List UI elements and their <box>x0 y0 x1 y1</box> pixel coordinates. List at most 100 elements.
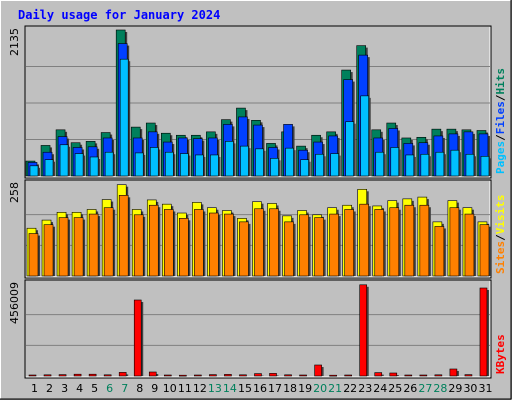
bar-pages-day-20 <box>315 153 326 177</box>
day-label: 18 <box>283 382 297 395</box>
bar-sites-day-29 <box>449 207 461 277</box>
bar-kbytes-day-23 <box>359 284 369 377</box>
bar-sites-day-12 <box>194 209 206 277</box>
bar-sites-day-20 <box>314 217 326 277</box>
bar-sites-day-15 <box>239 221 251 277</box>
bar-pages-day-3 <box>59 144 71 177</box>
day-label: 28 <box>433 382 447 395</box>
legend-item: KBytes <box>494 334 507 374</box>
bar-pages-day-11 <box>180 153 191 177</box>
bar-kbytes-day-14 <box>224 374 232 377</box>
bar-sites-day-2 <box>43 224 56 277</box>
day-label: 9 <box>151 382 158 395</box>
bar-pages-day-22 <box>345 121 356 177</box>
bar-sites-day-21 <box>329 213 341 277</box>
bar-pages-day-24 <box>375 151 386 177</box>
bar-sites-day-9 <box>148 204 161 277</box>
bar-pages-day-14 <box>225 141 236 177</box>
bar-kbytes-day-8 <box>133 299 144 377</box>
bar-sites-day-27 <box>419 204 431 277</box>
x-axis-day-labels: 1 2 3 4 5 6 7 8 9 10 11 12 13 14 15 16 17 18 19 20 21 22 23 24 2… <box>31 382 492 395</box>
bar-pages-day-4 <box>74 153 86 177</box>
bar-kbytes-day-22 <box>344 374 352 377</box>
bar-kbytes-day-20 <box>314 364 324 377</box>
bar-pages-day-8 <box>134 152 146 177</box>
bar-sites-day-13 <box>209 212 221 277</box>
bar-kbytes-day-11 <box>179 374 187 377</box>
bar-sites-day-26 <box>404 204 416 277</box>
legend-item: / <box>494 234 507 241</box>
bar-pages-day-26 <box>405 154 416 177</box>
panel-visits-sites: 258 Sites/Visits <box>8 179 507 279</box>
bar-kbytes-day-24 <box>374 372 384 377</box>
day-label: 26 <box>403 382 417 395</box>
day-label: 21 <box>328 382 342 395</box>
bar-sites-day-7 <box>118 195 131 277</box>
legend-item: Visits <box>494 195 507 235</box>
bar-pages-day-17 <box>270 158 281 177</box>
bar-kbytes-day-27 <box>419 374 428 377</box>
bar-kbytes-day-7 <box>118 372 129 377</box>
day-label: 19 <box>298 382 312 395</box>
bar-kbytes-day-25 <box>389 372 399 377</box>
bar-pages-day-10 <box>164 151 176 177</box>
day-label: 31 <box>478 382 492 395</box>
bar-sites-day-22 <box>344 209 356 277</box>
bar-kbytes-day-15 <box>239 374 247 377</box>
legend-item: / <box>494 134 507 141</box>
bar-sites-day-24 <box>374 209 386 277</box>
bar-kbytes-day-4 <box>73 373 82 377</box>
legend-item: Files <box>494 101 507 134</box>
bar-pages-day-18 <box>285 147 296 177</box>
bar-sites-day-11 <box>179 218 191 277</box>
bar-sites-day-31 <box>479 224 491 277</box>
chart-panels: 2135Pages/Files/Hits258Sites/Visits45600… <box>8 25 507 379</box>
bar-sites-day-14 <box>224 213 236 277</box>
bar-kbytes-day-30 <box>464 374 473 377</box>
bar-kbytes-day-31 <box>479 287 489 377</box>
bar-sites-day-28 <box>434 226 446 277</box>
bar-sites-day-4 <box>73 217 86 277</box>
bar-pages-day-19 <box>300 159 311 177</box>
bar-kbytes-day-19 <box>299 374 307 377</box>
day-label: 7 <box>121 382 128 395</box>
bar-sites-day-17 <box>269 208 281 277</box>
bar-pages-day-29 <box>450 149 461 177</box>
panel-plot-area <box>24 279 492 379</box>
day-label: 11 <box>178 382 192 395</box>
bar-pages-day-30 <box>465 153 476 177</box>
bar-kbytes-day-5 <box>88 373 97 377</box>
day-label: 17 <box>268 382 282 395</box>
bar-pages-day-5 <box>89 156 101 177</box>
panel-kbytes: 456009 KBytes <box>8 279 507 379</box>
legend-item: Pages <box>494 141 507 174</box>
bar-sites-day-25 <box>389 207 401 277</box>
bar-sites-day-19 <box>299 214 311 277</box>
bar-sites-day-23 <box>359 203 371 277</box>
bar-sites-day-3 <box>58 217 71 277</box>
bar-sites-day-10 <box>163 209 176 277</box>
bar-kbytes-day-3 <box>58 374 67 377</box>
bar-pages-day-28 <box>435 151 446 177</box>
day-label: 10 <box>163 382 177 395</box>
day-label: 14 <box>223 382 237 395</box>
bar-pages-day-9 <box>149 147 161 177</box>
bar-kbytes-day-12 <box>194 374 202 377</box>
day-label: 6 <box>106 382 113 395</box>
bar-pages-day-16 <box>255 148 266 177</box>
legend: KBytes <box>494 334 507 374</box>
bar-kbytes-day-2 <box>43 374 52 377</box>
day-label: 20 <box>313 382 327 395</box>
bar-pages-day-15 <box>240 145 251 177</box>
bar-kbytes-day-21 <box>329 374 337 377</box>
bar-pages-day-7 <box>119 58 131 177</box>
day-label: 29 <box>448 382 462 395</box>
day-label: 8 <box>136 382 143 395</box>
bar-pages-day-6 <box>104 151 116 177</box>
bar-kbytes-day-28 <box>434 374 443 377</box>
bar-pages-day-21 <box>330 153 341 177</box>
day-label: 15 <box>238 382 252 395</box>
day-label: 1 <box>31 382 38 395</box>
bar-pages-day-31 <box>480 156 491 177</box>
